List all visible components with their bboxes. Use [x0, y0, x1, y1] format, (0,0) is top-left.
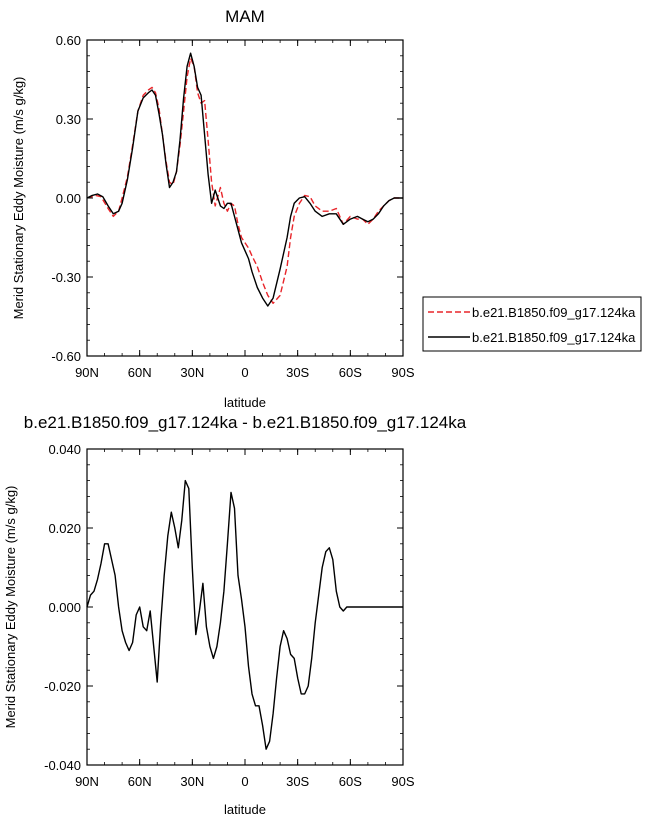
y-tick-label: 0.00: [56, 191, 81, 206]
bottom-chart-title: b.e21.B1850.f09_g17.124ka - b.e21.B1850.…: [24, 413, 467, 432]
x-tick-label: 30N: [180, 774, 204, 789]
top-y-axis-label: Merid Stationary Eddy Moisture (m/s g/kg…: [11, 77, 26, 320]
x-tick-label: 60N: [128, 365, 152, 380]
bottom-x-axis: 90N 60N 30N 0 30S 60S 90S: [75, 449, 415, 789]
series-line-1: [86, 57, 403, 304]
top-x-axis: 90N 60N 30N 0 30S 60S 90S: [75, 40, 415, 380]
y-tick-label: -0.020: [44, 679, 81, 694]
top-panel: MAM 0.60 0.30 0.00 -0.30 -0.60 90N 60N 30N 0 30S…: [11, 7, 642, 410]
series-line-1: [86, 479, 403, 750]
legend-box: [422, 296, 642, 352]
top-y-axis: 0.60 0.30 0.00 -0.30 -0.60: [51, 33, 403, 364]
x-tick-label: 60S: [339, 774, 362, 789]
x-tick-label: 90S: [391, 365, 414, 380]
bottom-panel: b.e21.B1850.f09_g17.124ka - b.e21.B1850.…: [3, 413, 467, 817]
legend-label-series-2: b.e21.B1850.f09_g17.124ka: [472, 330, 636, 345]
x-tick-label: 90S: [391, 774, 414, 789]
x-tick-label: 30N: [180, 365, 204, 380]
top-plot-frame: [86, 39, 404, 357]
y-tick-label: 0.040: [48, 442, 81, 457]
top-x-axis-label: latitude: [224, 395, 266, 410]
x-tick-label: 0: [241, 365, 248, 380]
top-chart-title: MAM: [225, 7, 265, 26]
y-tick-label: 0.60: [56, 33, 81, 48]
legend: b.e21.B1850.f09_g17.124ka b.e21.B1850.f0…: [422, 296, 642, 352]
bottom-y-axis-label: Merid Stationary Eddy Moisture (m/s g/kg…: [3, 486, 18, 729]
bottom-x-axis-label: latitude: [224, 802, 266, 817]
y-tick-label: 0.30: [56, 112, 81, 127]
bottom-plot-area: [86, 479, 403, 750]
y-tick-label: 0.000: [48, 600, 81, 615]
y-tick-label: -0.040: [44, 758, 81, 773]
x-tick-label: 30S: [286, 365, 309, 380]
top-plot-area: [86, 52, 403, 307]
x-tick-label: 90N: [75, 365, 99, 380]
x-tick-label: 60N: [128, 774, 152, 789]
y-tick-label: -0.60: [51, 349, 81, 364]
y-tick-label: 0.020: [48, 521, 81, 536]
x-tick-label: 60S: [339, 365, 362, 380]
series-line-2: [86, 52, 403, 307]
y-tick-label: -0.30: [51, 270, 81, 285]
x-tick-label: 0: [241, 774, 248, 789]
x-tick-label: 90N: [75, 774, 99, 789]
x-tick-label: 30S: [286, 774, 309, 789]
legend-label-series-1: b.e21.B1850.f09_g17.124ka: [472, 305, 636, 320]
